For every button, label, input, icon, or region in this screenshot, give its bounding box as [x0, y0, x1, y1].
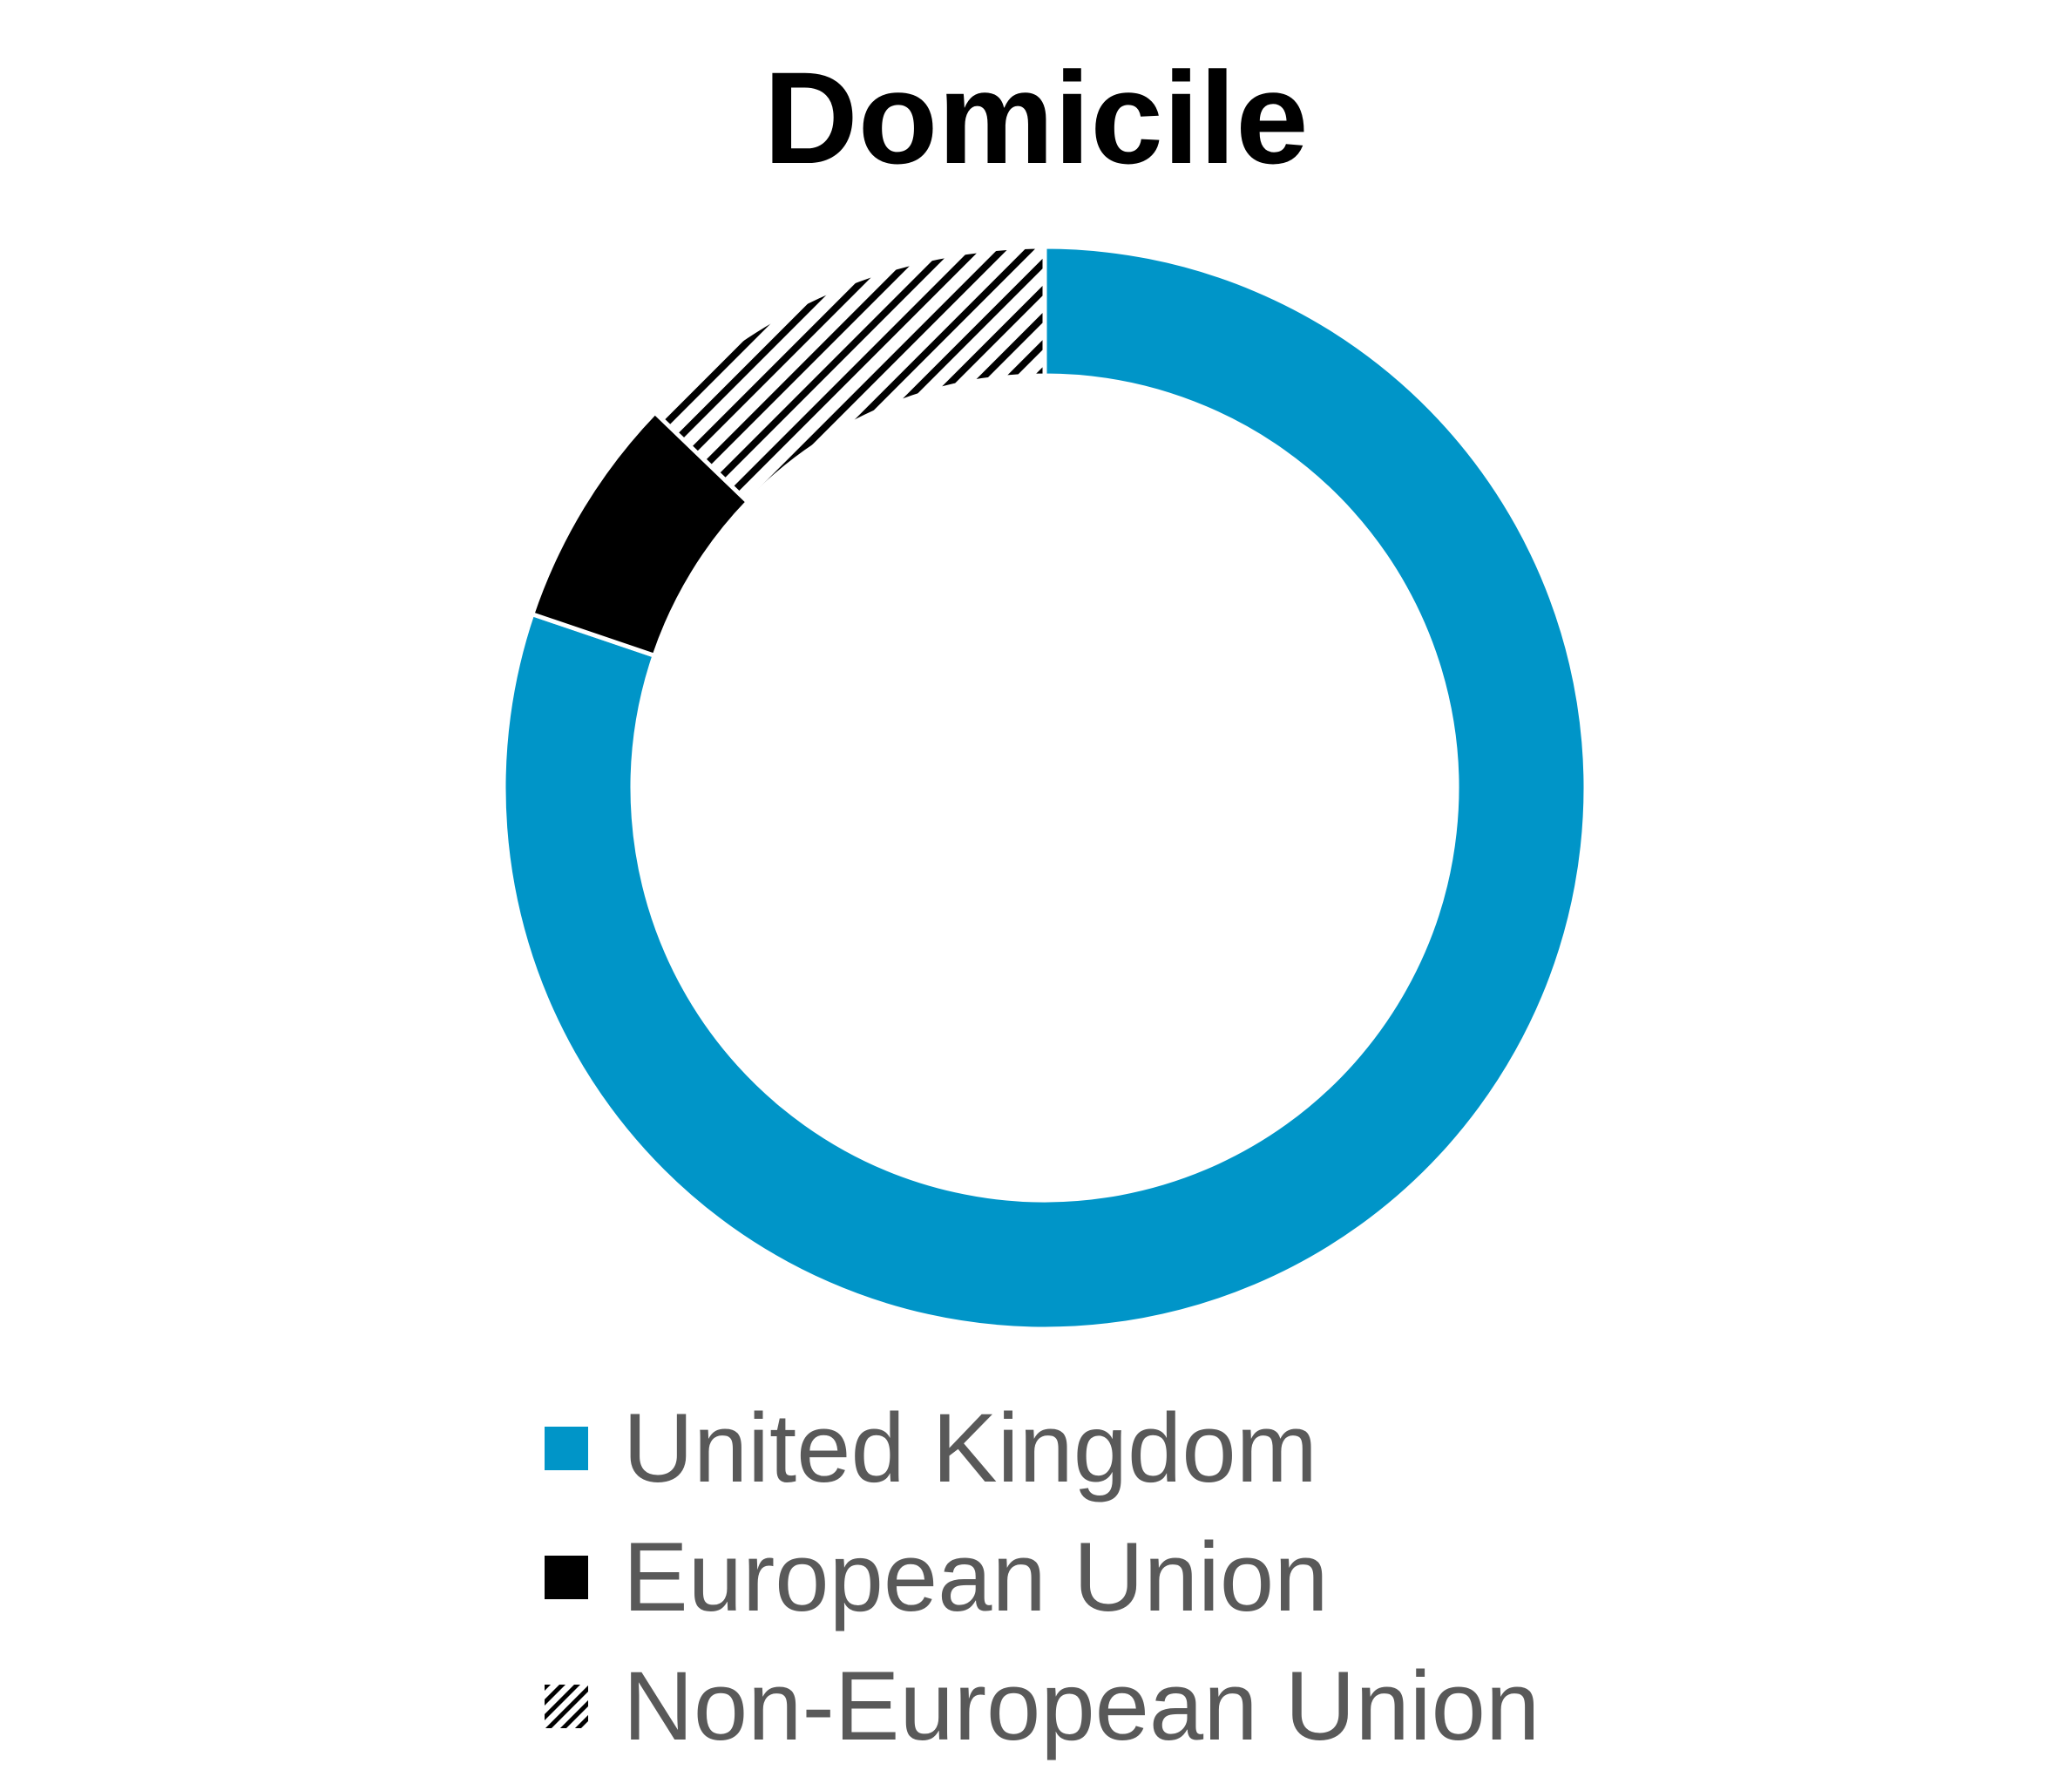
legend-swatch-non-european-union — [545, 1685, 588, 1728]
legend-item-european-union: European Union — [545, 1513, 1540, 1642]
donut-slices — [501, 244, 1588, 1332]
legend-swatch-united-kingdom — [545, 1427, 588, 1470]
legend-swatch-european-union — [545, 1556, 588, 1599]
donut-slice-non-european-union — [652, 244, 1047, 505]
legend-label-non-european-union: Non-European Union — [623, 1652, 1540, 1760]
legend: United Kingdom European Union Non-Europe… — [545, 1384, 1540, 1771]
chart-title: Domicile — [763, 44, 1309, 191]
donut-slice-united-kingdom — [501, 244, 1588, 1332]
legend-item-non-european-union: Non-European Union — [545, 1642, 1540, 1771]
legend-item-united-kingdom: United Kingdom — [545, 1384, 1540, 1513]
legend-label-european-union: European Union — [623, 1523, 1329, 1631]
legend-label-united-kingdom: United Kingdom — [623, 1394, 1317, 1502]
